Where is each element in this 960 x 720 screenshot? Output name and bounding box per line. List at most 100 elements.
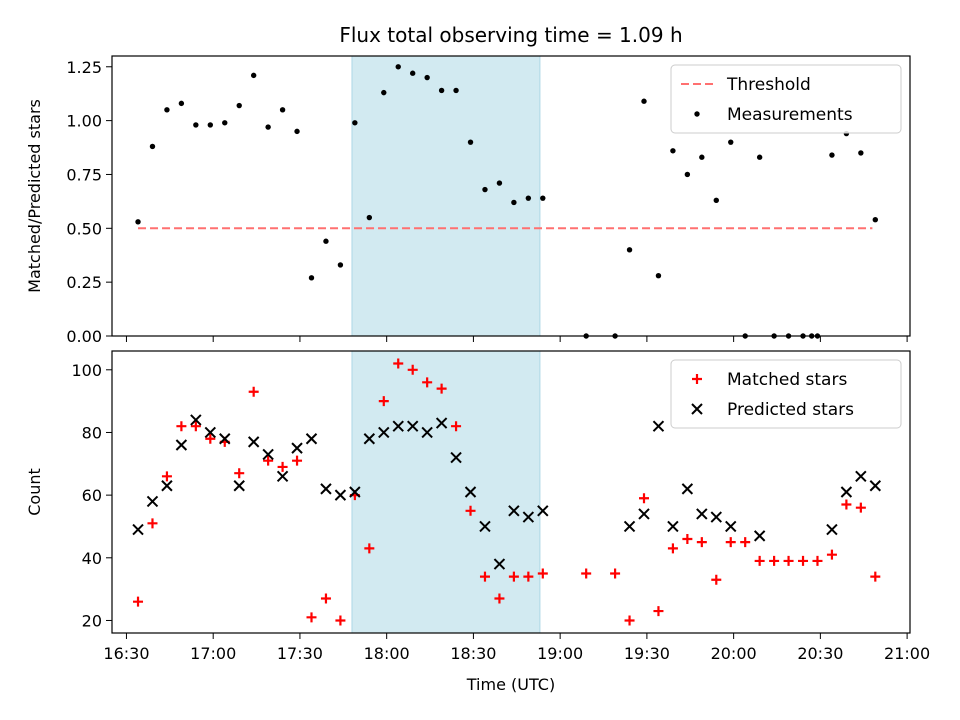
x-tick-label: 18:30: [450, 644, 496, 663]
matched-star-point: [711, 574, 722, 585]
y-tick-label: 20: [82, 611, 102, 630]
matched-star-point: [508, 571, 519, 582]
matched-star-point: [147, 518, 158, 529]
predicted-star-point: [710, 511, 722, 523]
measurement-point: [395, 64, 401, 70]
x-tick-label: 17:00: [190, 644, 236, 663]
matched-star-point: [277, 461, 288, 472]
measurement-point: [467, 139, 474, 145]
matched-star-point: [161, 471, 172, 482]
predicted-star-point: [435, 417, 448, 429]
measurement-point: [626, 247, 633, 253]
measurement-point: [858, 150, 864, 156]
matched-star-point: [754, 555, 765, 566]
measurement-point: [352, 120, 358, 126]
matched-star-point: [422, 377, 433, 388]
y-tick-label: 40: [82, 549, 102, 568]
matched-star-point: [320, 593, 331, 604]
matched-star-point: [841, 499, 852, 510]
measurement-point: [308, 275, 315, 281]
shaded-span: [351, 350, 541, 634]
predicted-star-point: [276, 470, 289, 483]
predicted-star-point: [464, 486, 477, 498]
measurement-point: [178, 100, 185, 107]
predicted-star-point: [219, 433, 231, 445]
predicted-star-point: [262, 448, 274, 461]
predicted-star-point: [247, 436, 260, 448]
legend-label: Predicted stars: [727, 400, 854, 420]
matched-star-point: [798, 555, 809, 566]
matched-star-point: [479, 571, 490, 582]
predicted-star-point: [696, 508, 708, 520]
y-tick-label: 0.75: [66, 165, 102, 184]
measurement-point: [366, 214, 373, 221]
matched-star-point: [581, 568, 592, 579]
measurement-point: [511, 199, 517, 206]
measurement-point: [409, 70, 416, 76]
measurement-point: [872, 216, 879, 223]
measurement-point: [222, 120, 228, 126]
predicted-star-point: [378, 426, 390, 439]
y-tick-label: 0.50: [66, 219, 102, 238]
legend-swatch: [691, 403, 703, 415]
matched-star-point: [335, 615, 346, 626]
predicted-star-point: [349, 486, 361, 498]
predicted-star-point: [826, 523, 838, 536]
measurement-point: [207, 122, 214, 128]
measurement-point: [829, 152, 835, 158]
matched-star-point: [696, 537, 707, 548]
predicted-star-point: [132, 523, 144, 536]
predicted-star-point: [667, 520, 679, 533]
matched-star-point: [769, 555, 780, 566]
matched-star-point: [653, 606, 664, 617]
matched-star-point: [407, 364, 418, 375]
measurement-point: [279, 107, 286, 113]
matched-star-point: [826, 549, 837, 560]
matched-star-point: [190, 421, 201, 432]
predicted-star-point: [840, 486, 853, 498]
predicted-star-point: [146, 495, 159, 508]
predicted-star-point: [334, 489, 347, 501]
matched-star-point: [523, 571, 534, 582]
measurement-point: [250, 72, 257, 79]
matched-star-point: [494, 593, 505, 604]
predicted-star-point: [320, 483, 332, 495]
measurement-point: [164, 107, 170, 113]
y-tick-label: 1.00: [66, 112, 102, 131]
matched-star-point: [682, 534, 693, 544]
x-tick-label: 20:00: [711, 644, 757, 663]
matched-star-point: [812, 555, 823, 566]
legend-label: Measurements: [727, 105, 853, 125]
predicted-star-point: [479, 520, 491, 533]
y-tick-label: 80: [82, 423, 102, 442]
matched-star-point: [393, 358, 404, 369]
matched-star-point: [234, 468, 245, 479]
legend-label: Matched stars: [727, 370, 847, 390]
axes-frame: [111, 350, 911, 634]
measurement-point: [670, 148, 676, 154]
measurement-point: [424, 74, 430, 81]
predicted-star-point: [652, 420, 665, 432]
x-tick-label: 19:00: [537, 644, 583, 663]
legend-box: [670, 359, 902, 429]
matched-star-point: [537, 568, 548, 579]
predicted-star-point: [233, 480, 245, 492]
matched-star-point: [292, 455, 303, 466]
y-tick-label: 60: [82, 486, 102, 505]
predicted-star-point: [855, 470, 867, 483]
legend-swatch: [694, 111, 700, 117]
x-tick-label: 21:00: [884, 644, 930, 663]
matched-star-point: [133, 596, 144, 607]
predicted-star-point: [638, 508, 650, 520]
measurement-point: [713, 197, 719, 204]
predicted-star-point: [204, 426, 217, 439]
legend-swatch: [692, 374, 702, 384]
x-tick-label: 18:00: [364, 644, 410, 663]
matched-star-point: [465, 505, 476, 516]
axes-frame: [111, 55, 911, 337]
matched-star-point: [451, 421, 462, 432]
measurement-point: [728, 139, 734, 145]
chart-panels: 0.00 0.25 0.50 0.75 1.00 1.25 Matched/Predicte…: [25, 55, 930, 663]
measurement-point: [482, 186, 488, 193]
measurement-point: [540, 195, 546, 201]
